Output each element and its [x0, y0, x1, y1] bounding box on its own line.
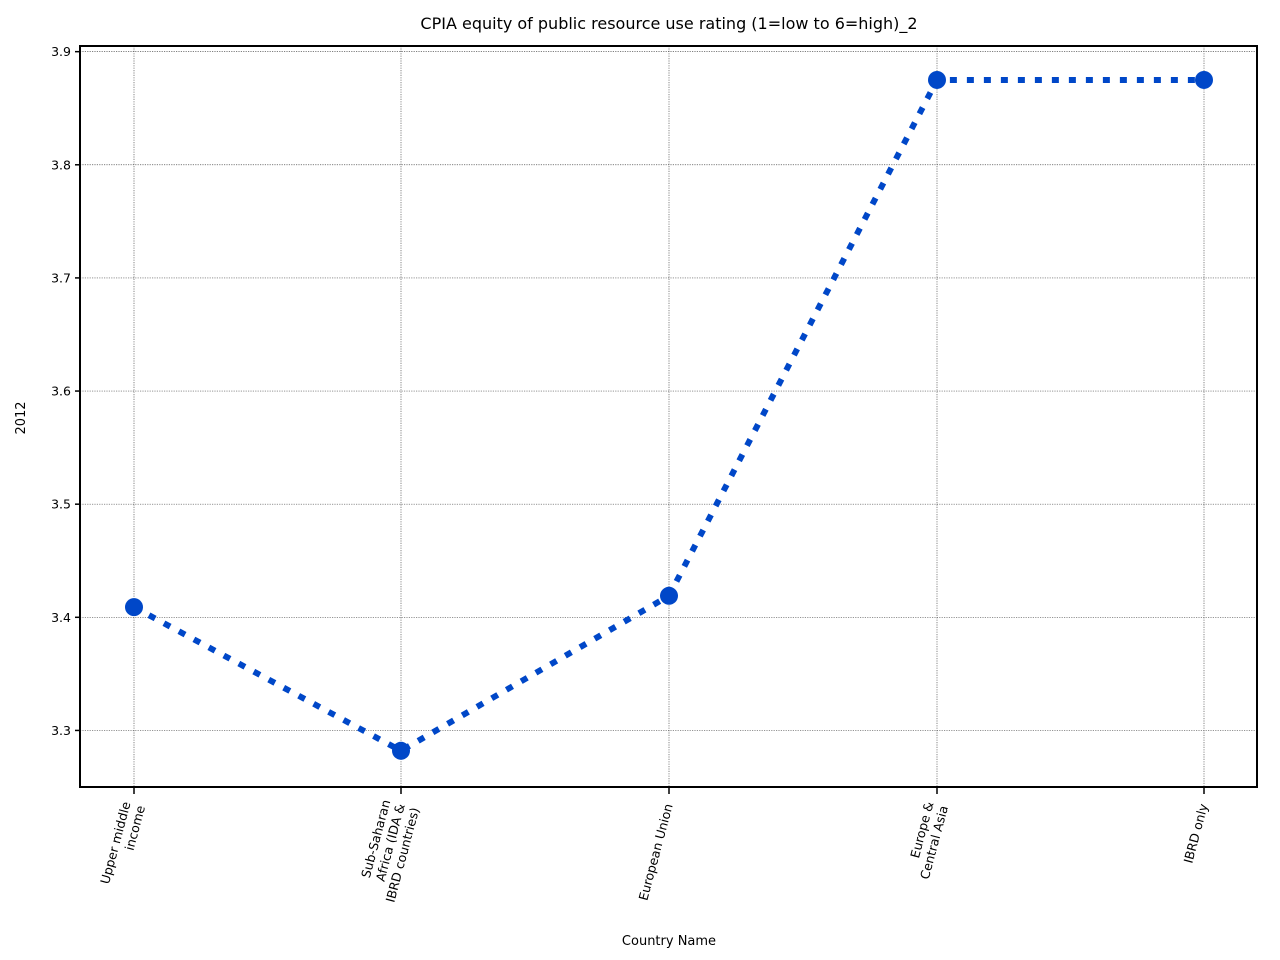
y-axis-label: 2012 — [14, 401, 29, 434]
y-tick-label: 3.9 — [51, 44, 71, 59]
y-tick-label: 3.5 — [51, 497, 71, 512]
grid-layer — [80, 46, 1257, 787]
y-tick-label: 3.4 — [51, 610, 71, 625]
data-point — [392, 741, 410, 760]
x-tick-label: Europe &Central Asia — [902, 800, 951, 881]
y-tick-label: 3.6 — [51, 384, 71, 399]
data-layer — [125, 70, 1213, 760]
data-point — [1195, 70, 1213, 89]
y-tick-label: 3.3 — [51, 723, 71, 738]
y-tick-label: 3.7 — [51, 270, 71, 285]
data-point — [660, 586, 678, 605]
data-point — [125, 598, 143, 617]
x-tick-label-text: Europe &Central Asia — [902, 800, 951, 881]
x-axis-label: Country Name — [622, 934, 716, 949]
y-tick-label: 3.8 — [51, 157, 71, 172]
data-point — [928, 70, 946, 89]
plot-frame — [79, 45, 1258, 788]
chart-title: CPIA equity of public resource use ratin… — [420, 14, 917, 34]
